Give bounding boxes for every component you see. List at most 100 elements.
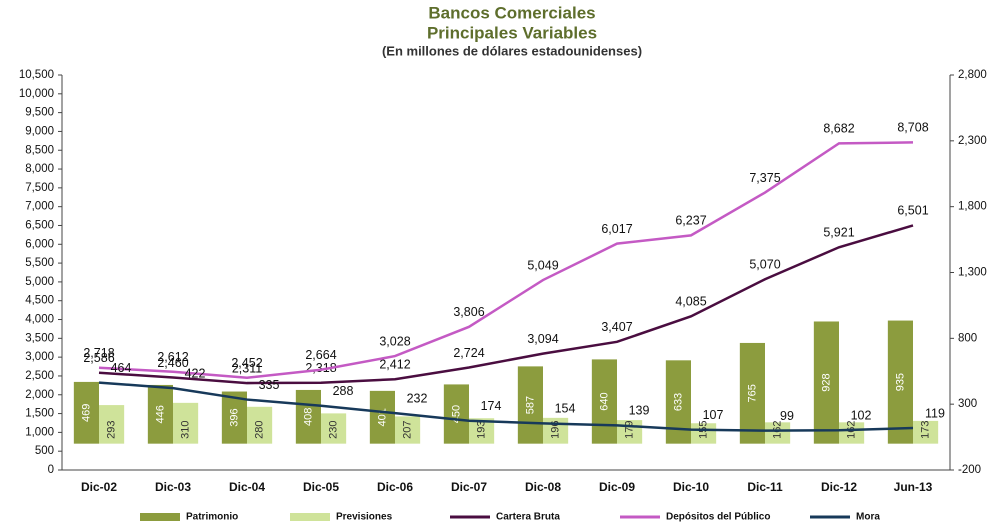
line-value-label: 2,452 — [231, 356, 262, 370]
line — [98, 141, 914, 380]
bar-value-label: 765 — [746, 384, 758, 402]
y2-tick-label: 1,800 — [958, 201, 987, 213]
y-tick-label: 9,000 — [25, 125, 54, 137]
bar-value-label: 193 — [475, 420, 487, 438]
y2-tick-label: -200 — [958, 464, 981, 476]
y-tick-label: 4,500 — [25, 295, 54, 307]
x-tick-label: Dic-07 — [451, 480, 487, 494]
line-value-label: 6,017 — [601, 222, 632, 236]
y-tick-label: 5,500 — [25, 257, 54, 269]
x-tick-label: Dic-12 — [821, 480, 857, 494]
chart-subtitle: Principales Variables — [427, 23, 597, 42]
y-tick-label: 7,000 — [25, 201, 54, 213]
line-value-label: 2,586 — [83, 351, 114, 365]
x-tick-label: Dic-04 — [229, 480, 265, 494]
line-value-label: 3,407 — [601, 320, 632, 334]
bar — [173, 402, 199, 444]
legend-swatch — [290, 513, 330, 521]
line-value-label: 119 — [925, 406, 945, 420]
bar — [247, 406, 273, 444]
line-value-label: 2,412 — [379, 358, 410, 372]
x-tick-label: Dic-03 — [155, 480, 191, 494]
line-value-label: 2,664 — [305, 348, 336, 362]
x-tick-label: Dic-02 — [81, 480, 117, 494]
line-value-label: 107 — [703, 408, 724, 422]
bar — [839, 422, 865, 444]
line-value-label: 5,070 — [749, 258, 780, 272]
bar-value-label: 935 — [894, 373, 906, 391]
line-value-label: 6,237 — [675, 214, 706, 228]
bar — [765, 422, 791, 444]
chart-note: (En millones de dólares estadounidenses) — [382, 43, 642, 58]
line-value-label: 8,708 — [897, 121, 928, 135]
line-value-label: 335 — [259, 378, 280, 392]
y-tick-label: 3,500 — [25, 332, 54, 344]
bar — [691, 423, 717, 444]
line-value-label: 2,718 — [83, 346, 114, 360]
bar-value-label: 469 — [80, 404, 92, 422]
bar-value-label: 196 — [549, 420, 561, 438]
y-tick-label: 8,000 — [25, 163, 54, 175]
line-value-label: 5,049 — [527, 258, 558, 272]
x-tick-label: Dic-11 — [747, 480, 783, 494]
bar-value-label: 173 — [919, 420, 931, 438]
bar — [99, 405, 125, 444]
line-value-label: 232 — [407, 391, 428, 405]
y2-tick-label: 300 — [958, 398, 977, 410]
y-tick-label: 2,500 — [25, 370, 54, 382]
y-tick-label: 0 — [48, 464, 54, 476]
y-tick-label: 8,500 — [25, 144, 54, 156]
line-value-label: 288 — [333, 384, 354, 398]
bar-value-label: 207 — [401, 420, 413, 438]
bar-value-label: 633 — [672, 393, 684, 411]
line-value-label: 99 — [780, 409, 794, 423]
bar-value-label: 280 — [253, 420, 265, 438]
bar — [739, 342, 765, 444]
bar — [321, 413, 347, 444]
y-tick-label: 1,000 — [25, 426, 54, 438]
y-tick-label: 7,500 — [25, 182, 54, 194]
bar-value-label: 179 — [623, 420, 635, 438]
bar — [221, 391, 247, 444]
line — [98, 381, 914, 432]
bar — [913, 420, 939, 444]
line-value-label: 174 — [481, 399, 502, 413]
legend-label: Patrimonio — [186, 512, 238, 523]
y-tick-label: 2,000 — [25, 389, 54, 401]
bar-value-label: 230 — [327, 420, 339, 438]
line-value-label: 8,682 — [823, 122, 854, 136]
bar-value-label: 640 — [598, 392, 610, 410]
legend-label: Cartera Bruta — [496, 512, 560, 523]
y-tick-label: 10,500 — [19, 69, 54, 81]
x-tick-label: Dic-05 — [303, 480, 339, 494]
y-tick-label: 3,000 — [25, 351, 54, 363]
line-value-label: 3,094 — [527, 332, 558, 346]
bar-value-label: 293 — [105, 420, 117, 438]
y2-tick-label: 2,300 — [958, 135, 987, 147]
chart-title: Bancos Comerciales — [428, 3, 595, 22]
line — [98, 224, 914, 385]
line-value-label: 102 — [851, 409, 872, 423]
line-value-label: 3,028 — [379, 334, 410, 348]
y-tick-label: 4,000 — [25, 314, 54, 326]
bar-value-label: 396 — [228, 408, 240, 426]
y-tick-label: 500 — [35, 445, 54, 457]
line-value-label: 2,460 — [157, 356, 188, 370]
y-tick-label: 6,500 — [25, 220, 54, 232]
legend-label: Previsiones — [336, 512, 393, 523]
line-value-label: 5,921 — [823, 226, 854, 240]
line-value-label: 422 — [185, 366, 206, 380]
bar — [395, 416, 421, 444]
x-tick-label: Jun-13 — [894, 480, 933, 494]
bar — [147, 384, 173, 444]
line-value-label: 2,612 — [157, 350, 188, 364]
y-tick-label: 10,000 — [19, 88, 54, 100]
bar — [369, 390, 395, 444]
x-tick-label: Dic-09 — [599, 480, 635, 494]
x-tick-label: Dic-08 — [525, 480, 561, 494]
line-value-label: 464 — [111, 361, 132, 375]
y-tick-label: 5,000 — [25, 276, 54, 288]
line-value-label: 7,375 — [749, 171, 780, 185]
bar — [887, 320, 913, 444]
